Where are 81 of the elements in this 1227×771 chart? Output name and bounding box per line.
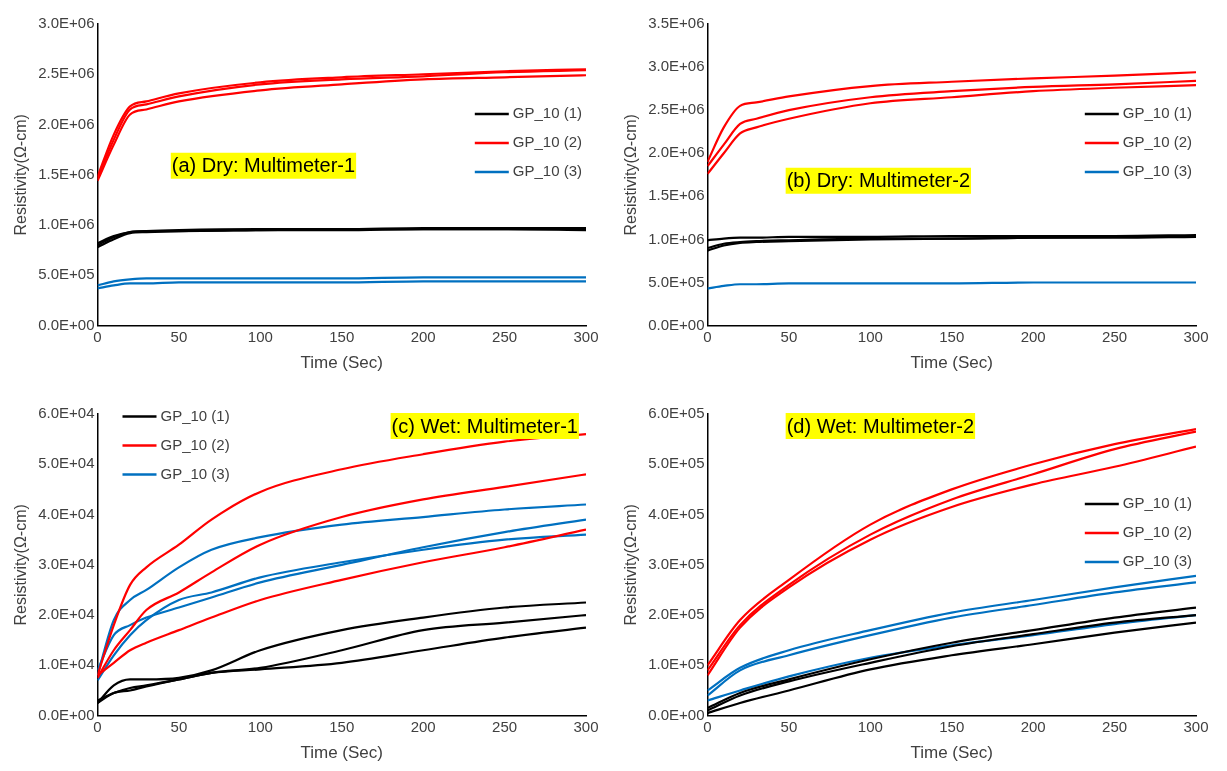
x-tick-label: 300 (1183, 717, 1209, 735)
y-tick-label: 5.0E+05 (648, 454, 705, 472)
x-tick-label: 250 (1102, 717, 1128, 735)
x-tick-label: 50 (170, 717, 188, 735)
x-tick-label: 300 (573, 717, 599, 735)
y-tick-label: 6.0E+04 (38, 404, 95, 422)
y-tick-label: 2.5E+06 (648, 100, 705, 118)
y-tick-label: 1.5E+06 (38, 164, 95, 182)
x-tick-label: 0 (93, 717, 102, 735)
y-tick-label: 2.5E+06 (38, 64, 95, 82)
x-tick-label: 0 (703, 327, 712, 345)
x-tick-label: 200 (1020, 717, 1046, 735)
legend-label: GP_10 (2) (160, 435, 230, 453)
annotation: (d) Wet: Multimeter-2 (786, 414, 975, 437)
y-tick-label: 5.0E+05 (38, 265, 95, 283)
x-tick-label: 100 (247, 717, 273, 735)
y-tick-label: 2.0E+05 (648, 605, 705, 623)
x-tick-label: 250 (1102, 327, 1128, 345)
y-axis-title: Resistivity(Ω-cm) (12, 504, 30, 626)
y-tick-label: 1.0E+06 (648, 229, 705, 247)
y-tick-label: 3.0E+04 (38, 554, 95, 572)
x-axis-title: Time (Sec) (910, 353, 993, 373)
y-tick-label: 3.5E+06 (648, 14, 705, 32)
x-tick-label: 150 (939, 717, 965, 735)
x-tick-label: 0 (93, 327, 102, 345)
y-tick-label: 3.0E+05 (648, 554, 705, 572)
legend-label: GP_10 (3) (160, 464, 230, 482)
legend-label: GP_10 (1) (1122, 104, 1192, 122)
y-tick-label: 1.0E+05 (648, 655, 705, 673)
x-tick-label: 250 (492, 327, 518, 345)
x-tick-label: 50 (780, 327, 798, 345)
y-tick-label: 0.0E+00 (38, 705, 95, 723)
x-tick-label: 50 (170, 327, 188, 345)
y-tick-label: 1.0E+04 (38, 655, 95, 673)
y-axis-title: Resistivity(Ω-cm) (622, 114, 640, 236)
y-tick-label: 3.0E+06 (38, 14, 95, 32)
annotation: (a) Dry: Multimeter-1 (171, 154, 356, 177)
x-tick-label: 50 (780, 717, 798, 735)
y-tick-label: 3.0E+06 (648, 57, 705, 75)
annotation: (b) Dry: Multimeter-2 (786, 169, 971, 192)
y-axis-title: Resistivity(Ω-cm) (622, 504, 640, 626)
x-tick-label: 150 (939, 327, 965, 345)
y-tick-label: 0.0E+00 (38, 315, 95, 333)
x-tick-label: 150 (329, 327, 355, 345)
x-tick-label: 100 (247, 327, 273, 345)
y-tick-label: 0.0E+00 (648, 315, 705, 333)
y-tick-label: 2.0E+06 (648, 143, 705, 161)
x-tick-label: 100 (857, 717, 883, 735)
x-tick-label: 200 (1020, 327, 1046, 345)
y-tick-label: 6.0E+05 (648, 404, 705, 422)
y-tick-label: 5.0E+04 (38, 454, 95, 472)
x-axis-title: Time (Sec) (910, 743, 993, 763)
x-tick-label: 250 (492, 717, 518, 735)
y-tick-label: 2.0E+04 (38, 605, 95, 623)
x-tick-label: 200 (410, 327, 436, 345)
x-tick-label: 150 (329, 717, 355, 735)
legend-label: GP_10 (2) (1122, 523, 1192, 541)
legend-label: GP_10 (2) (512, 133, 582, 151)
x-tick-label: 100 (857, 327, 883, 345)
x-tick-label: 300 (573, 327, 599, 345)
x-tick-label: 0 (703, 717, 712, 735)
annotation: (c) Wet: Multimeter-1 (391, 414, 578, 437)
legend-label: GP_10 (1) (1122, 494, 1192, 512)
legend-label: GP_10 (1) (160, 406, 230, 424)
y-tick-label: 1.5E+06 (648, 186, 705, 204)
y-axis-title: Resistivity(Ω-cm) (12, 114, 30, 236)
legend-label: GP_10 (1) (512, 104, 582, 122)
x-tick-label: 200 (410, 717, 436, 735)
y-tick-label: 4.0E+04 (38, 504, 95, 522)
x-tick-label: 300 (1183, 327, 1209, 345)
y-tick-label: 5.0E+05 (648, 272, 705, 290)
y-tick-label: 1.0E+06 (38, 215, 95, 233)
legend-label: GP_10 (3) (1122, 552, 1192, 570)
y-tick-label: 0.0E+00 (648, 705, 705, 723)
legend-label: GP_10 (3) (1122, 162, 1192, 180)
y-tick-label: 2.0E+06 (38, 114, 95, 132)
x-axis-title: Time (Sec) (300, 353, 383, 373)
legend-label: GP_10 (2) (1122, 133, 1192, 151)
x-axis-title: Time (Sec) (300, 743, 383, 763)
legend-label: GP_10 (3) (512, 162, 582, 180)
y-tick-label: 4.0E+05 (648, 504, 705, 522)
